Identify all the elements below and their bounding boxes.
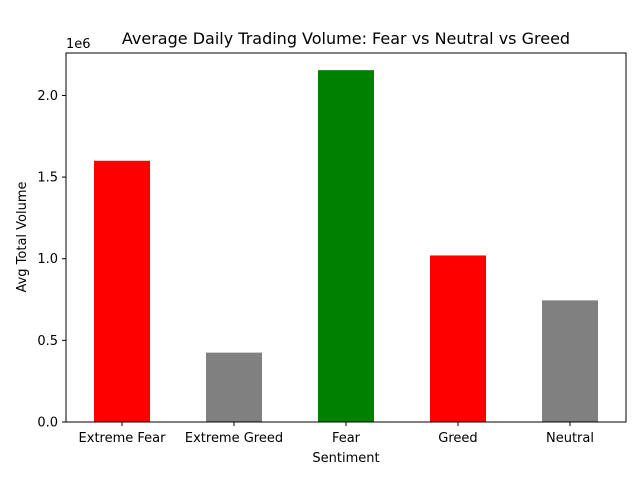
- bar-neutral: [542, 300, 598, 422]
- bar-fear: [318, 70, 374, 422]
- x-tick-label: Extreme Fear: [79, 431, 167, 446]
- plot-frame: [65, 52, 627, 423]
- x-tick-label: Neutral: [546, 431, 594, 446]
- y-tick-label: 2.0: [37, 89, 58, 104]
- x-axis-label: Sentiment: [312, 451, 379, 466]
- x-ticks-group: Extreme Fear Extreme Greed Fear Greed Neutra…: [79, 422, 594, 446]
- x-tick-label: Greed: [438, 431, 477, 446]
- y-ticks-group: 0.0 0.5 1.0 1.5 2.0: [37, 89, 66, 431]
- bars-group: [94, 70, 598, 422]
- chart-title: Average Daily Trading Volume: Fear vs Ne…: [122, 29, 570, 48]
- x-tick-label: Fear: [332, 431, 361, 446]
- y-tick-label: 1.5: [37, 171, 58, 186]
- y-tick-label: 1.0: [37, 252, 58, 267]
- bar-extreme-greed: [206, 352, 262, 422]
- bar-greed: [430, 255, 486, 422]
- x-tick-label: Extreme Greed: [185, 431, 283, 446]
- bar-extreme-fear: [94, 160, 150, 422]
- y-tick-label: 0.5: [37, 334, 58, 349]
- y-axis-label: Avg Total Volume: [15, 181, 30, 292]
- y-offset-text: 1e6: [66, 37, 91, 52]
- y-tick-label: 0.0: [37, 416, 58, 431]
